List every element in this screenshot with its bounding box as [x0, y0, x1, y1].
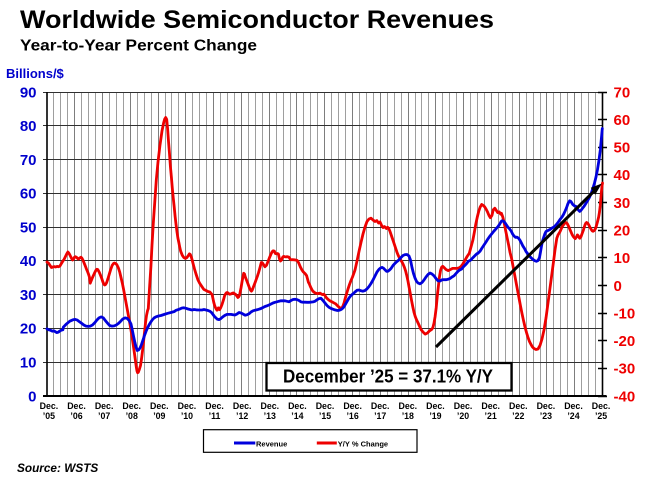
- svg-text:’18: ’18: [402, 411, 414, 421]
- svg-text:50: 50: [614, 140, 631, 157]
- svg-text:Worldwide Semiconductor Revenu: Worldwide Semiconductor Revenues: [20, 6, 494, 34]
- svg-text:Dec.: Dec.: [509, 401, 528, 411]
- svg-text:Dec.: Dec.: [316, 401, 335, 411]
- svg-text:Dec.: Dec.: [178, 401, 197, 411]
- svg-text:Billions/$: Billions/$: [6, 66, 65, 81]
- svg-text:Dec.: Dec.: [564, 401, 583, 411]
- svg-text:’20: ’20: [457, 411, 469, 421]
- svg-text:’16: ’16: [346, 411, 358, 421]
- svg-text:Dec.: Dec.: [67, 401, 86, 411]
- svg-text:Dec.: Dec.: [260, 401, 279, 411]
- svg-text:Year-to-Year Percent Change: Year-to-Year Percent Change: [20, 38, 257, 55]
- svg-text:Dec.: Dec.: [288, 401, 307, 411]
- svg-text:60: 60: [20, 186, 37, 203]
- svg-text:’06: ’06: [70, 411, 82, 421]
- svg-text:’14: ’14: [291, 411, 303, 421]
- svg-text:’13: ’13: [264, 411, 276, 421]
- svg-text:Dec.: Dec.: [343, 401, 362, 411]
- svg-text:’19: ’19: [429, 411, 441, 421]
- svg-text:’25: ’25: [595, 411, 607, 421]
- svg-text:’22: ’22: [512, 411, 524, 421]
- svg-text:70: 70: [20, 152, 37, 169]
- svg-text:Dec.: Dec.: [537, 401, 556, 411]
- svg-text:20: 20: [20, 321, 37, 338]
- svg-text:Dec.: Dec.: [205, 401, 224, 411]
- svg-text:30: 30: [20, 287, 37, 304]
- svg-text:’12: ’12: [236, 411, 248, 421]
- svg-text:-30: -30: [614, 361, 636, 378]
- svg-text:60: 60: [614, 112, 631, 129]
- svg-text:0: 0: [614, 278, 622, 295]
- svg-text:40: 40: [20, 253, 37, 270]
- svg-text:Dec.: Dec.: [233, 401, 252, 411]
- svg-text:30: 30: [614, 195, 631, 212]
- svg-text:Dec.: Dec.: [399, 401, 418, 411]
- svg-text:’15: ’15: [319, 411, 331, 421]
- svg-text:’09: ’09: [153, 411, 165, 421]
- svg-text:50: 50: [20, 219, 37, 236]
- svg-text:’08: ’08: [126, 411, 138, 421]
- svg-text:Dec.: Dec.: [426, 401, 445, 411]
- svg-text:80: 80: [20, 118, 37, 135]
- svg-text:-10: -10: [614, 305, 636, 322]
- svg-text:Dec.: Dec.: [371, 401, 390, 411]
- svg-text:Dec.: Dec.: [481, 401, 500, 411]
- svg-text:Y/Y % Change: Y/Y % Change: [338, 440, 388, 449]
- svg-text:90: 90: [20, 84, 37, 101]
- svg-text:Dec.: Dec.: [454, 401, 473, 411]
- svg-text:0: 0: [28, 388, 36, 405]
- svg-text:’21: ’21: [485, 411, 497, 421]
- svg-text:40: 40: [614, 167, 631, 184]
- svg-text:Dec.: Dec.: [592, 401, 611, 411]
- svg-text:Dec.: Dec.: [122, 401, 141, 411]
- svg-text:’23: ’23: [540, 411, 552, 421]
- svg-text:Dec.: Dec.: [95, 401, 114, 411]
- svg-text:’05: ’05: [43, 411, 55, 421]
- svg-text:Revenue: Revenue: [256, 440, 287, 449]
- svg-text:20: 20: [614, 222, 631, 239]
- svg-text:’17: ’17: [374, 411, 386, 421]
- svg-text:’10: ’10: [181, 411, 193, 421]
- svg-text:’24: ’24: [567, 411, 579, 421]
- svg-text:December ’25 = 37.1% Y/Y: December ’25 = 37.1% Y/Y: [283, 367, 493, 387]
- svg-text:Dec.: Dec.: [40, 401, 59, 411]
- svg-text:70: 70: [614, 84, 631, 101]
- svg-text:10: 10: [20, 355, 37, 372]
- svg-text:-20: -20: [614, 333, 636, 350]
- svg-text:’07: ’07: [98, 411, 110, 421]
- svg-text:Source: WSTS: Source: WSTS: [17, 461, 98, 475]
- svg-text:Dec.: Dec.: [150, 401, 169, 411]
- svg-text:-40: -40: [614, 388, 636, 405]
- svg-text:’11: ’11: [209, 411, 221, 421]
- svg-text:10: 10: [614, 250, 631, 267]
